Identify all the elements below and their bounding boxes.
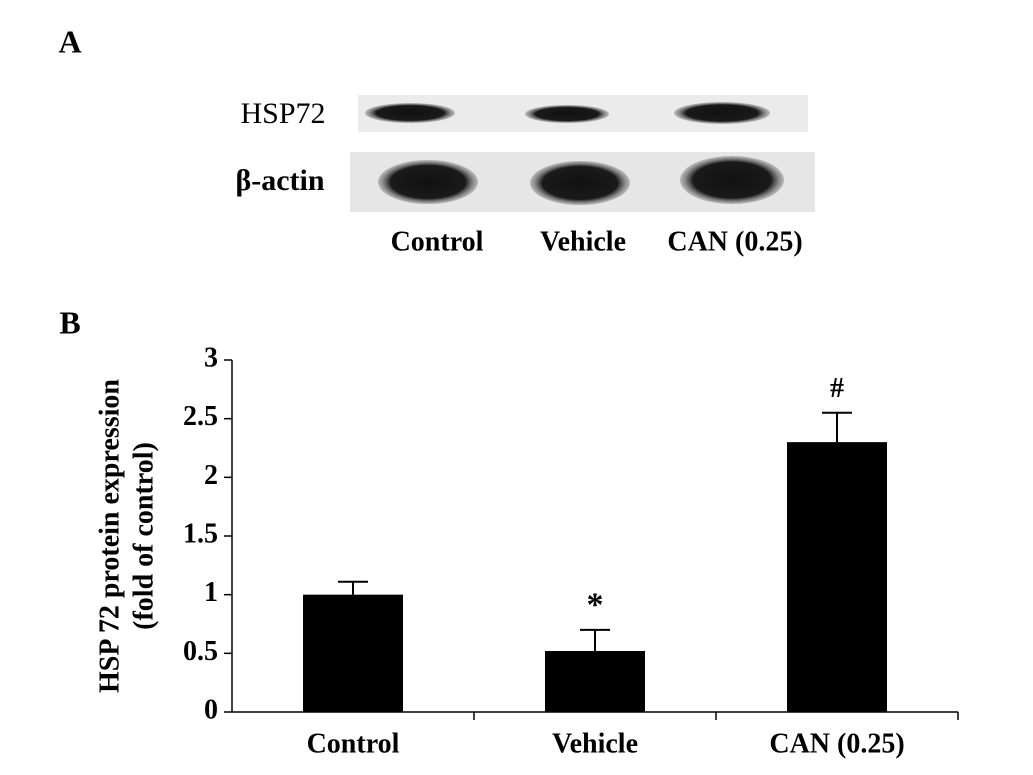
y-tick-label: 0 — [204, 694, 218, 725]
blot-row-label: HSP72 — [240, 97, 325, 130]
bar — [787, 442, 887, 712]
error-bar — [580, 628, 610, 651]
x-tick-label: Vehicle — [552, 728, 638, 759]
y-tick-label: 1.5 — [183, 518, 218, 549]
y-tick-label: 2 — [204, 460, 218, 491]
y-tick-label: 1 — [204, 577, 218, 608]
bar — [545, 650, 645, 712]
x-tick-label: Control — [307, 728, 400, 759]
lane-label: Control — [391, 226, 484, 257]
y-axis-title-line: HSP 72 protein expression — [94, 379, 125, 693]
y-axis-title: HSP 72 protein expression (fold of contr… — [94, 379, 159, 693]
bar — [303, 594, 403, 712]
blot-row-label: β-actin — [235, 164, 324, 197]
blot-band — [365, 103, 455, 123]
x-tick-label: CAN (0.25) — [769, 728, 904, 759]
panel-label: B — [59, 304, 80, 340]
annotation: * — [587, 587, 604, 624]
y-tick-label: 2.5 — [183, 401, 218, 432]
blot-band — [680, 156, 784, 204]
blot-band — [674, 102, 770, 124]
blot-band — [378, 160, 478, 204]
blot-band — [530, 161, 630, 205]
lane-label: Vehicle — [540, 226, 626, 257]
error-bar — [822, 411, 852, 443]
panel-label: A — [58, 23, 81, 59]
error-bar — [338, 580, 368, 595]
y-axis-title-line: (fold of control) — [128, 442, 159, 630]
annotation: # — [830, 373, 844, 404]
lane-label: CAN (0.25) — [667, 226, 802, 257]
y-tick-label: 0.5 — [183, 636, 218, 667]
blot-band — [525, 105, 609, 123]
y-tick-label: 3 — [204, 342, 218, 373]
